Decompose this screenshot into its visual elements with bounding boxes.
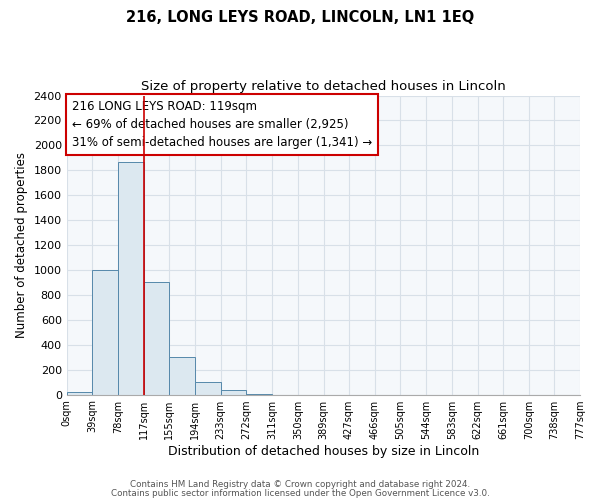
Bar <box>144 282 169 395</box>
Bar <box>67 392 92 394</box>
Bar <box>169 357 195 395</box>
Title: Size of property relative to detached houses in Lincoln: Size of property relative to detached ho… <box>141 80 506 93</box>
Y-axis label: Number of detached properties: Number of detached properties <box>15 152 28 338</box>
Text: Contains public sector information licensed under the Open Government Licence v3: Contains public sector information licen… <box>110 488 490 498</box>
Text: 216, LONG LEYS ROAD, LINCOLN, LN1 1EQ: 216, LONG LEYS ROAD, LINCOLN, LN1 1EQ <box>126 10 474 25</box>
Text: 216 LONG LEYS ROAD: 119sqm
← 69% of detached houses are smaller (2,925)
31% of s: 216 LONG LEYS ROAD: 119sqm ← 69% of deta… <box>72 100 372 149</box>
X-axis label: Distribution of detached houses by size in Lincoln: Distribution of detached houses by size … <box>168 444 479 458</box>
Bar <box>118 162 144 394</box>
Bar <box>221 390 247 394</box>
Text: Contains HM Land Registry data © Crown copyright and database right 2024.: Contains HM Land Registry data © Crown c… <box>130 480 470 489</box>
Bar <box>195 382 221 394</box>
Bar <box>92 270 118 394</box>
